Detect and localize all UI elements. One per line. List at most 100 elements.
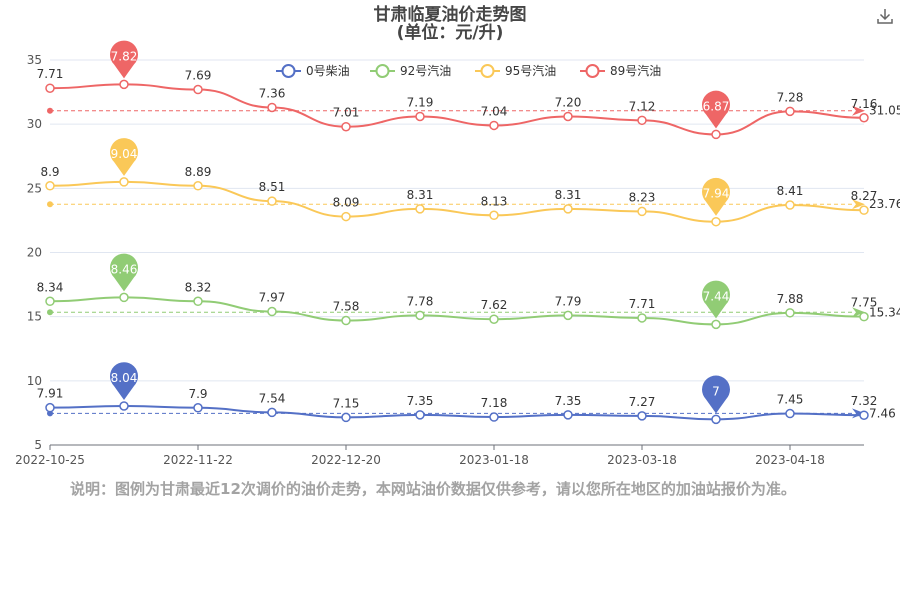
legend-item[interactable]: 0号柴油 xyxy=(276,64,350,78)
data-point[interactable] xyxy=(341,412,351,423)
data-label: 7.9 xyxy=(188,387,207,401)
min-marker: 7.44 xyxy=(702,280,731,319)
chart-subtitle: (单位：元/升) xyxy=(397,22,504,43)
max-marker: 8.46 xyxy=(110,253,138,292)
legend-item[interactable]: 95号汽油 xyxy=(475,63,556,78)
data-point[interactable] xyxy=(193,84,203,95)
data-point[interactable] xyxy=(785,106,795,117)
data-point[interactable] xyxy=(415,111,425,122)
data-point[interactable] xyxy=(415,410,425,420)
data-point[interactable] xyxy=(489,412,499,422)
data-point[interactable] xyxy=(415,310,425,321)
pin-label: 8.46 xyxy=(111,262,138,276)
series-line xyxy=(49,83,865,136)
legend-symbol xyxy=(375,64,390,78)
data-point[interactable] xyxy=(563,310,573,321)
data-label: 8.31 xyxy=(555,188,582,202)
data-point[interactable] xyxy=(341,211,351,222)
avg-line-start xyxy=(47,309,53,316)
x-tick-label: 2023-01-18 xyxy=(459,453,529,467)
avg-arrow xyxy=(852,199,865,210)
pin-label: 9.04 xyxy=(111,147,138,161)
pin-label: 7.94 xyxy=(703,187,730,201)
data-point[interactable] xyxy=(45,402,55,413)
pin-label: 6.87 xyxy=(703,99,730,113)
data-point[interactable] xyxy=(489,210,499,221)
data-point[interactable] xyxy=(711,216,721,227)
series-3: 23.76 8.9 8.89 8.51 8.09 8.31 8.13 8.31 8.23 8.41… xyxy=(40,138,900,227)
min-marker: 6.87 xyxy=(702,90,730,129)
data-point[interactable] xyxy=(637,313,647,323)
data-point[interactable] xyxy=(859,113,869,123)
series-1: 7.46 7.91 7.9 7.54 7.15 7.35 7.18 7.35 7.27 7.45 7… xyxy=(37,362,896,425)
data-point[interactable] xyxy=(45,181,55,191)
data-point[interactable] xyxy=(563,410,573,420)
avg-arrow xyxy=(852,105,865,116)
pin-shape xyxy=(110,40,139,79)
pin-shape xyxy=(110,253,138,292)
data-point[interactable] xyxy=(711,129,721,140)
data-point[interactable] xyxy=(489,314,499,324)
data-label: 7.54 xyxy=(259,391,286,405)
data-point[interactable] xyxy=(785,308,795,318)
legend-symbol xyxy=(480,64,495,78)
x-tick-label: 2022-10-25 xyxy=(15,453,85,467)
data-point[interactable] xyxy=(859,410,869,420)
x-axis: 2022-10-25 2022-11-22 2022-12-20 2023-01-18… xyxy=(15,444,864,467)
grid xyxy=(50,59,864,446)
data-point[interactable] xyxy=(45,83,55,93)
pin-label: 7 xyxy=(712,384,720,398)
pin-label: 7.44 xyxy=(703,289,730,303)
data-point[interactable] xyxy=(267,306,277,317)
y-tick-label: 15 xyxy=(27,310,42,324)
pin-shape xyxy=(110,138,138,176)
data-label: 8.23 xyxy=(629,190,656,204)
y-axis: 5 10 15 20 25 30 35 xyxy=(27,53,42,452)
data-point[interactable] xyxy=(119,401,129,411)
data-point[interactable] xyxy=(267,102,277,113)
data-point[interactable] xyxy=(193,181,203,191)
data-label: 7.19 xyxy=(407,95,434,109)
data-point[interactable] xyxy=(637,411,647,421)
data-point[interactable] xyxy=(267,407,277,418)
data-point[interactable] xyxy=(637,206,647,217)
legend[interactable]: 0号柴油 92号汽油 95号汽油 89号汽油 xyxy=(276,63,661,78)
pin-shape xyxy=(702,375,731,414)
data-point[interactable] xyxy=(711,414,721,425)
y-tick-label: 20 xyxy=(27,246,42,260)
data-point[interactable] xyxy=(489,120,499,131)
data-point[interactable] xyxy=(415,204,425,214)
data-label: 7.16 xyxy=(851,97,878,111)
avg-arrow xyxy=(852,408,865,419)
download-icon[interactable] xyxy=(876,7,894,25)
data-point[interactable] xyxy=(859,311,869,322)
data-point[interactable] xyxy=(267,196,277,206)
data-point[interactable] xyxy=(193,403,203,413)
pin-label: 8.04 xyxy=(111,371,138,385)
data-point[interactable] xyxy=(563,111,573,122)
avg-label: 23.76 xyxy=(869,197,900,211)
data-point[interactable] xyxy=(45,296,55,307)
data-label: 7.28 xyxy=(777,90,804,104)
legend-symbol xyxy=(585,64,600,78)
data-point[interactable] xyxy=(711,319,721,330)
x-tick-label: 2023-04-18 xyxy=(755,453,825,467)
y-tick-label: 35 xyxy=(27,53,42,67)
data-point[interactable] xyxy=(119,292,129,303)
data-point[interactable] xyxy=(119,177,129,187)
data-label: 7.97 xyxy=(259,291,286,305)
data-point[interactable] xyxy=(563,204,573,214)
data-label: 8.32 xyxy=(185,280,212,294)
data-point[interactable] xyxy=(785,408,795,419)
legend-item[interactable]: 89号汽油 xyxy=(580,63,661,78)
data-label: 8.13 xyxy=(481,194,508,208)
legend-item[interactable]: 92号汽油 xyxy=(370,63,451,78)
data-point[interactable] xyxy=(341,121,351,132)
data-point[interactable] xyxy=(785,200,795,210)
data-point[interactable] xyxy=(119,79,129,90)
data-point[interactable] xyxy=(341,315,351,326)
data-point[interactable] xyxy=(859,205,869,215)
data-point[interactable] xyxy=(637,115,647,126)
data-point[interactable] xyxy=(193,296,203,307)
